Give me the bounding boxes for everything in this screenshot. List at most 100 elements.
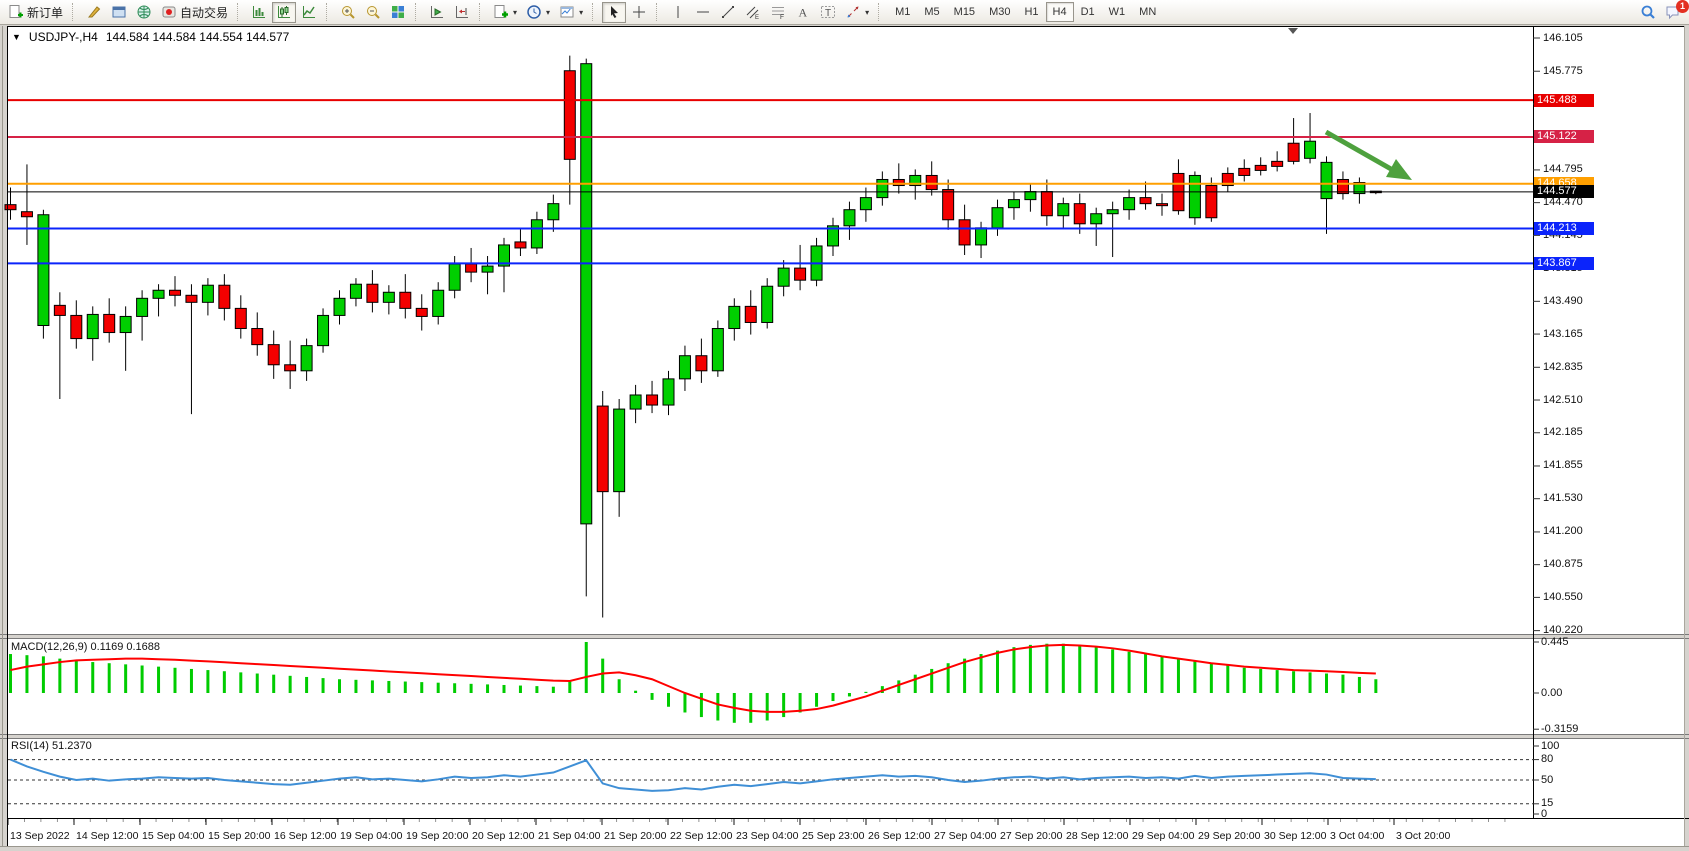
macd-histogram-bar — [667, 693, 670, 707]
arrows-button[interactable]: ▾ — [841, 2, 873, 23]
toolbar-separator — [592, 3, 597, 21]
macd-histogram-bar — [1078, 644, 1082, 693]
candlestick-chart-button[interactable] — [272, 1, 297, 23]
toolbar-separator — [72, 3, 77, 21]
fibonacci-button[interactable]: F — [766, 2, 790, 23]
line-chart-icon — [301, 4, 317, 20]
macd-histogram-bar — [1028, 644, 1032, 693]
candle-body — [876, 178, 889, 199]
templates-button[interactable]: ▾ — [555, 2, 587, 23]
chart-shift-button[interactable] — [450, 2, 474, 23]
macd-histogram-bar — [946, 663, 950, 693]
zoom-out-button[interactable] — [361, 2, 385, 23]
candle-body — [317, 314, 330, 347]
candle-body — [1205, 185, 1218, 219]
timeframe-M15[interactable]: M15 — [947, 2, 982, 22]
globe-icon — [136, 4, 152, 20]
candle-body — [1123, 197, 1136, 211]
candle-body — [86, 313, 99, 340]
timeframe-M1[interactable]: M1 — [888, 2, 917, 22]
candle-body — [1287, 142, 1300, 162]
candle-body — [744, 305, 757, 323]
macd-histogram-bar — [1374, 679, 1378, 693]
horizontal-line-button[interactable] — [691, 2, 715, 23]
pane-splitter[interactable] — [0, 734, 1689, 739]
macd-histogram-bar — [1111, 649, 1115, 693]
macd-histogram-bar — [469, 683, 473, 693]
template-icon — [559, 4, 575, 20]
svg-text:A: A — [799, 6, 808, 20]
candle-body — [103, 313, 116, 334]
macd-histogram-bar — [272, 674, 276, 693]
arrow-annotation-head[interactable] — [1386, 159, 1412, 180]
periods-button[interactable]: ▾ — [522, 2, 554, 23]
cursor-button[interactable] — [602, 1, 627, 23]
autotrading-button[interactable]: 自动交易 — [157, 2, 232, 23]
macd-histogram-bar — [1242, 667, 1246, 693]
pane-splitter[interactable] — [0, 634, 1689, 639]
macd-histogram-bar — [617, 679, 621, 693]
candle-body — [251, 328, 264, 346]
auto-scroll-button[interactable] — [425, 2, 449, 23]
candle-body — [678, 355, 691, 380]
macd-histogram-bar — [1061, 643, 1065, 693]
candle-body — [1106, 209, 1119, 215]
candle-body — [1320, 161, 1333, 200]
text-button[interactable]: A — [791, 2, 815, 23]
text-label-button[interactable]: T — [816, 2, 840, 23]
new-order-button[interactable]: 新订单 — [4, 2, 67, 23]
notifications-button[interactable]: 1 — [1661, 0, 1689, 23]
timeframe-H4[interactable]: H4 — [1045, 2, 1074, 22]
macd-histogram-bar — [189, 668, 193, 693]
candle-body — [1188, 174, 1201, 219]
auto-scroll-icon — [429, 4, 445, 20]
candle-body — [448, 263, 461, 291]
macd-histogram-bar — [1012, 647, 1016, 693]
search-button[interactable] — [1636, 2, 1660, 23]
timeframe-group: M1 M5 M15 M30 H1 H4 D1 W1 MN — [888, 2, 1163, 22]
macd-histogram-bar — [1094, 647, 1098, 693]
chevron-down-icon: ▾ — [579, 7, 584, 17]
macd-histogram-bar — [1144, 654, 1148, 693]
chart-shift-marker[interactable] — [1288, 28, 1298, 34]
macd-histogram-bar — [634, 690, 638, 693]
candle-body — [613, 408, 626, 493]
macd-histogram-bar — [1259, 668, 1263, 693]
timeframe-H1[interactable]: H1 — [1017, 2, 1045, 22]
timeframe-W1[interactable]: W1 — [1102, 2, 1133, 22]
equidistant-channel-button[interactable]: E — [741, 2, 765, 23]
macd-histogram-bar — [338, 679, 341, 693]
zoom-in-button[interactable] — [336, 2, 360, 23]
vertical-line-button[interactable] — [666, 2, 690, 23]
text-label-icon: T — [820, 4, 836, 20]
timeframe-M30[interactable]: M30 — [982, 2, 1017, 22]
metaeditor-button[interactable] — [82, 2, 106, 23]
crosshair-button[interactable] — [627, 2, 651, 23]
bar-chart-button[interactable] — [247, 2, 271, 23]
macd-histogram-bar — [699, 693, 703, 718]
rsi-line — [10, 758, 1376, 792]
arrow-annotation-line[interactable] — [1324, 129, 1393, 172]
candle-body — [1007, 199, 1020, 209]
tile-windows-button[interactable] — [386, 2, 410, 23]
timeframe-D1[interactable]: D1 — [1074, 2, 1102, 22]
bar-chart-icon — [251, 4, 267, 20]
candle-body — [925, 174, 938, 191]
line-chart-button[interactable] — [297, 2, 321, 23]
candle-body — [1271, 160, 1284, 167]
timeframe-MN[interactable]: MN — [1132, 2, 1163, 22]
trendline-button[interactable] — [716, 2, 740, 23]
candle-body — [119, 315, 132, 334]
indicators-button[interactable]: ▾ — [489, 2, 521, 23]
macd-histogram-bar — [321, 678, 325, 693]
candle-body — [169, 289, 181, 296]
candle-body — [530, 219, 543, 249]
sound-button[interactable] — [132, 2, 156, 23]
candle-body — [415, 307, 428, 317]
chevron-down-icon: ▾ — [513, 7, 518, 17]
charts-window-button[interactable] — [107, 2, 131, 23]
macd-histogram-bar — [1292, 671, 1296, 693]
timeframe-M5[interactable]: M5 — [917, 2, 946, 22]
